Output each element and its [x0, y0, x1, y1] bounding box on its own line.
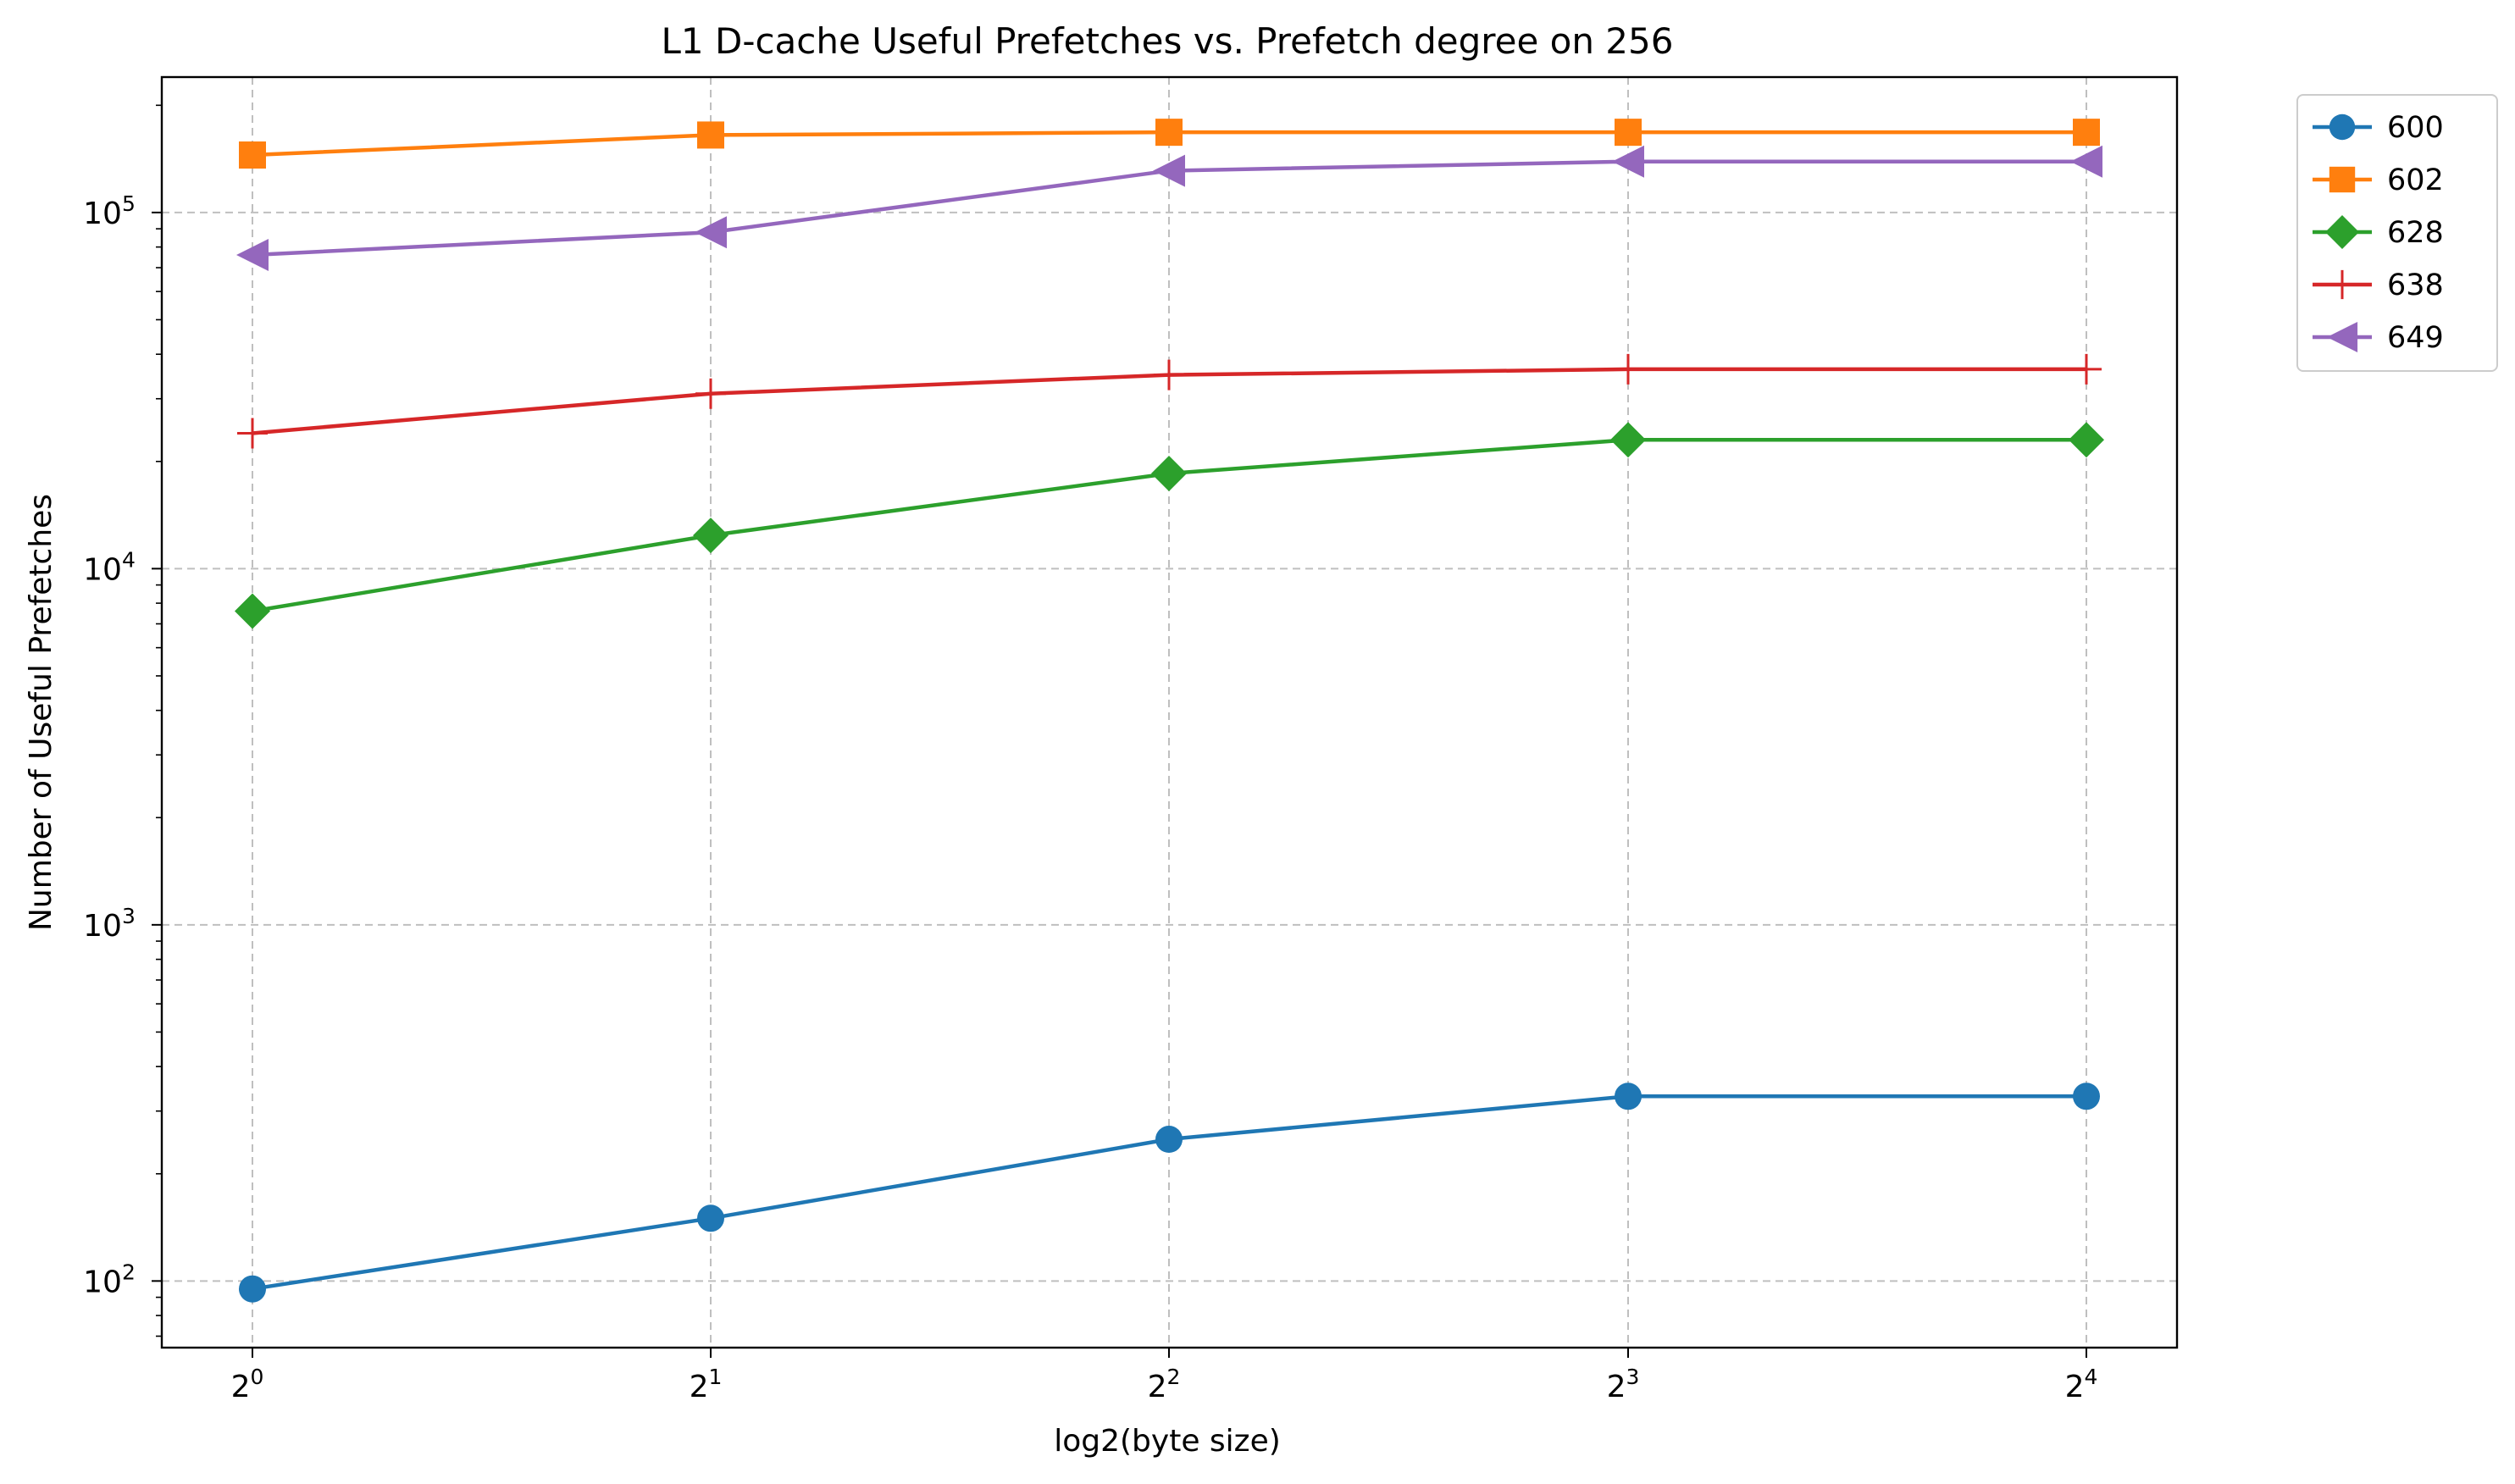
data-point [239, 141, 266, 169]
legend-item-602: 602 [2313, 163, 2444, 197]
data-point [1153, 154, 1185, 187]
legend-item-649: 649 [2313, 321, 2444, 355]
legend-label: 602 [2387, 163, 2444, 197]
data-point [1613, 353, 1643, 385]
series-layer [235, 119, 2104, 1303]
legend-item-600: 600 [2313, 111, 2444, 145]
x-tick-label: 21 [690, 1365, 723, 1404]
grid-lines [162, 77, 2177, 1348]
series-600 [239, 1083, 2100, 1303]
x-axis-label: log2(byte size) [1054, 1424, 1281, 1459]
legend-item-628: 628 [2313, 215, 2444, 250]
y-tick-label: 104 [83, 547, 136, 587]
data-point [237, 418, 268, 449]
x-axis-ticks: 20 21 22 23 24 [231, 1348, 2098, 1404]
data-point [695, 216, 727, 249]
data-point [2073, 119, 2100, 147]
y-tick-label: 105 [83, 191, 136, 231]
data-point [697, 1204, 724, 1232]
data-point [2069, 422, 2104, 458]
data-point [1155, 119, 1183, 147]
data-point [1615, 119, 1642, 147]
x-tick-label: 24 [2065, 1365, 2098, 1404]
series-602 [239, 119, 2100, 169]
legend-frame [2296, 94, 2498, 372]
legend-label: 628 [2387, 216, 2444, 250]
data-point [235, 593, 270, 629]
data-point [2070, 145, 2102, 178]
series-649 [236, 145, 2102, 271]
y-axis-label: Number of Useful Prefetches [24, 494, 58, 931]
data-point [2329, 114, 2356, 141]
data-point [2073, 1083, 2100, 1110]
data-point [1615, 1083, 1642, 1110]
x-tick-label: 22 [1148, 1365, 1181, 1404]
legend-label: 600 [2387, 111, 2444, 145]
data-point [236, 238, 269, 271]
series-628 [235, 422, 2104, 629]
data-point [697, 121, 724, 149]
data-point [1610, 422, 1646, 458]
data-point [2325, 215, 2359, 249]
legend-item-638: 638 [2313, 269, 2444, 302]
x-tick-label: 23 [1607, 1365, 1640, 1404]
series-638 [237, 353, 2102, 449]
data-point [1154, 359, 1184, 390]
data-point [2071, 353, 2102, 385]
data-point [1151, 456, 1187, 492]
data-point [2327, 269, 2357, 300]
legend: 600 602 628 638 649 [2296, 94, 2498, 372]
data-point [239, 1275, 266, 1303]
data-point [2329, 166, 2356, 193]
data-point [1612, 145, 1644, 178]
legend-label: 638 [2387, 269, 2444, 302]
y-tick-label: 102 [83, 1260, 136, 1299]
y-axis-ticks: 102 103 104 105 [83, 104, 162, 1337]
legend-label: 649 [2387, 321, 2444, 355]
data-point [2326, 321, 2358, 353]
data-point [1155, 1126, 1183, 1154]
data-point [695, 378, 726, 409]
y-tick-label: 103 [83, 904, 136, 944]
x-tick-label: 20 [231, 1365, 264, 1404]
chart-title: L1 D-cache Useful Prefetches vs. Prefetc… [662, 20, 1674, 62]
data-point [693, 518, 728, 554]
